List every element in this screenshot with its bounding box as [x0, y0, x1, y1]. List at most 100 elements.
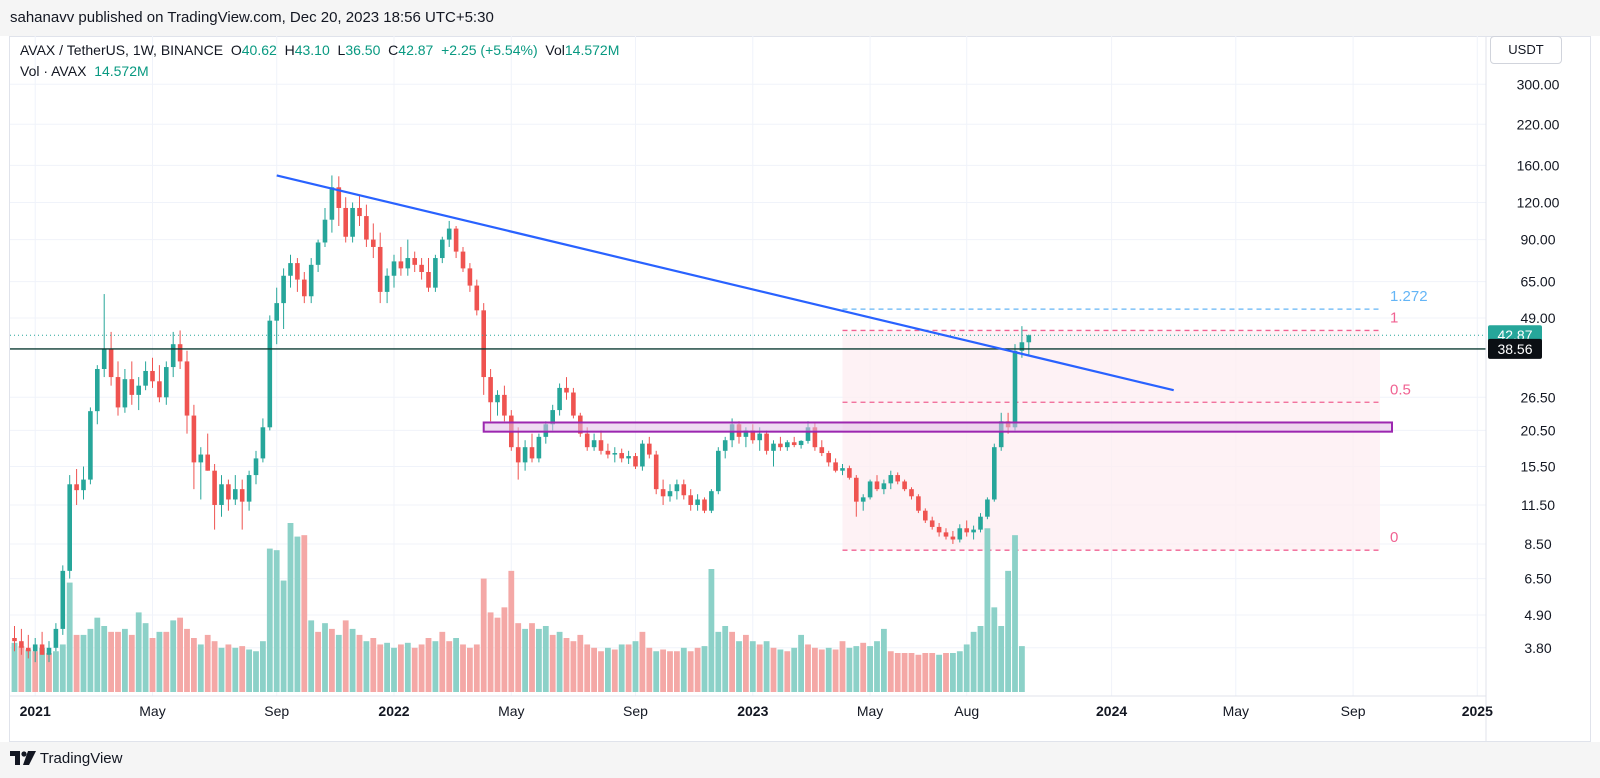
candle-body: [495, 394, 500, 403]
candle-body: [433, 258, 438, 288]
volume-bar: [825, 647, 832, 692]
volume-bar: [232, 647, 239, 692]
volume-bar: [915, 654, 922, 692]
volume-bar: [901, 652, 908, 692]
candle-body: [426, 272, 431, 288]
candle-body: [584, 433, 590, 448]
candle-body: [702, 499, 707, 511]
candle-body: [302, 279, 307, 297]
high-value: 43.10: [294, 42, 330, 58]
volume-bar: [128, 634, 135, 692]
volume-bars: [11, 522, 1025, 692]
x-tick-label: May: [857, 703, 883, 719]
volume-bar: [818, 649, 825, 692]
volume-bar: [625, 644, 632, 692]
candle-body: [874, 481, 880, 490]
candle-body: [895, 475, 900, 482]
level-price-tag-bg: [1488, 338, 1542, 359]
candle-body: [184, 361, 190, 416]
vol-series-value: 14.572M: [94, 63, 149, 79]
candle-body: [474, 285, 480, 311]
volume-bar: [39, 647, 45, 692]
candle-body: [260, 427, 266, 459]
volume-bar: [115, 631, 121, 692]
candle-body: [177, 344, 183, 362]
change-value: +2.25 (+5.54%): [441, 42, 538, 58]
tradingview-logo[interactable]: TradingView: [10, 750, 122, 767]
low-label: L: [337, 42, 346, 58]
candle-body: [170, 344, 176, 368]
candle-body: [150, 370, 155, 382]
volume-bar: [963, 644, 970, 692]
volume-bar: [266, 548, 273, 692]
price-axis: 300.00 220.00 160.00 120.00 90.00 65.00 49.00 2…: [1485, 36, 1560, 742]
candle-body: [198, 454, 204, 463]
candle-body: [122, 379, 128, 408]
volume-bar: [694, 647, 701, 692]
candle-body: [267, 320, 273, 428]
x-tick-label: 2025: [1462, 703, 1493, 719]
candle-body: [785, 442, 790, 448]
candle-body: [1019, 342, 1025, 351]
candle-body: [81, 479, 86, 491]
x-tick-label: May: [139, 703, 165, 719]
candle-body: [550, 410, 555, 425]
candle-body: [329, 187, 335, 220]
volume-bar: [812, 647, 818, 692]
candle-body: [460, 251, 466, 269]
candle-body: [881, 483, 887, 490]
y-tick-label: 6.50: [1524, 571, 1551, 587]
fib-level-label: 0.5: [1390, 381, 1411, 398]
candle-body: [653, 454, 659, 490]
candle-body: [357, 207, 362, 217]
x-tick-label: Aug: [954, 703, 979, 719]
candle-body: [219, 484, 224, 505]
candle-body: [640, 443, 645, 467]
level-price-tag: 38.56: [1497, 341, 1532, 357]
volume-bar: [487, 612, 494, 692]
candle-body: [695, 499, 700, 505]
volume-bar: [370, 638, 377, 692]
fib-zone-fill: [842, 330, 1380, 551]
descending-trendline: [276, 174, 1174, 392]
volume-bar: [322, 623, 328, 692]
candle-body: [412, 258, 417, 265]
volume-bar: [846, 647, 853, 692]
candle-body: [929, 520, 935, 527]
volume-bar: [832, 649, 839, 692]
volume-bar: [956, 651, 963, 692]
overlays: [10, 174, 1486, 433]
y-tick-label: 49.00: [1520, 310, 1555, 326]
volume-bar: [563, 638, 570, 692]
candle-body: [26, 647, 31, 652]
volume-bar: [936, 654, 942, 692]
x-tick-label: May: [1223, 703, 1249, 719]
candle-body: [46, 647, 52, 655]
volume-bar: [53, 651, 59, 692]
volume-bar: [887, 651, 894, 692]
candle-body: [157, 381, 162, 398]
volume-bar: [570, 641, 577, 692]
candle-body: [943, 532, 949, 537]
volume-bar: [874, 641, 880, 692]
currency-button[interactable]: USDT: [1490, 36, 1562, 64]
candle-body: [867, 481, 873, 498]
candle-body: [74, 484, 79, 491]
candle-body: [391, 261, 397, 276]
volume-bar: [156, 631, 163, 692]
volume-bar: [260, 641, 266, 692]
volume-bar: [294, 536, 301, 692]
candle-body: [667, 491, 673, 497]
candle-body: [798, 440, 804, 446]
candle-body: [536, 436, 542, 459]
volume-bar: [170, 620, 177, 692]
candle-body: [1026, 335, 1032, 343]
x-tick-label: 2021: [20, 703, 51, 719]
volume-bar: [80, 634, 87, 692]
high-label: H: [284, 42, 295, 58]
volume-bar: [32, 651, 39, 692]
volume-bar: [225, 644, 232, 692]
volume-bar: [142, 623, 149, 692]
candle-body: [226, 484, 231, 500]
